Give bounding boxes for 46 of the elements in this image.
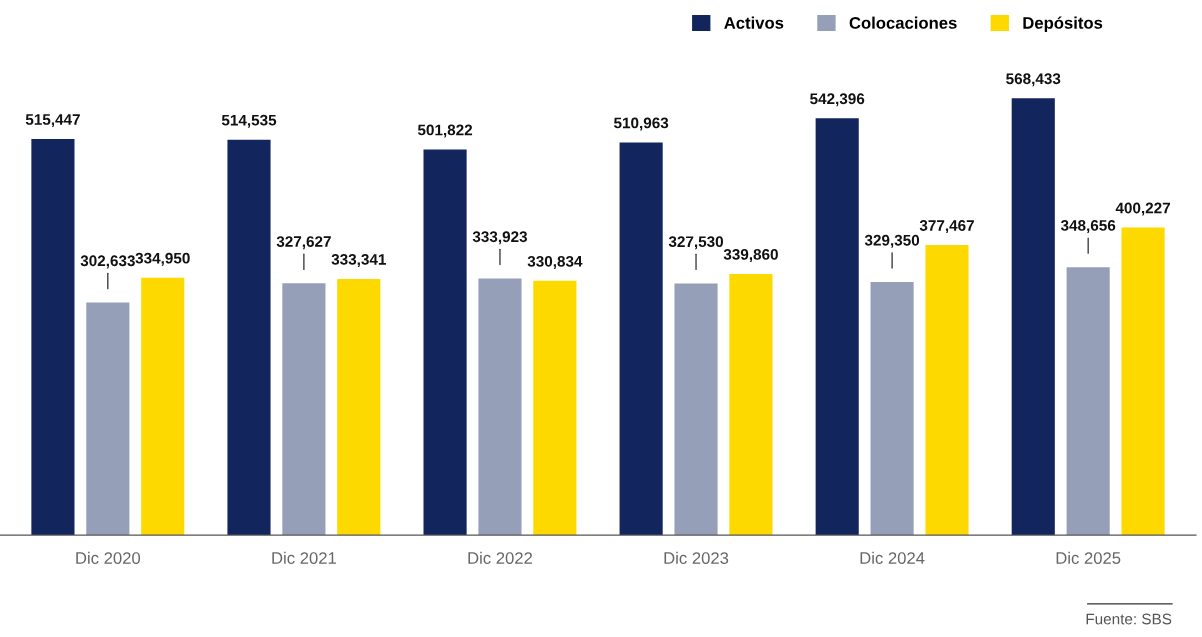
data-label: 514,535	[221, 114, 277, 128]
data-label: 327,627	[276, 236, 331, 250]
bar	[86, 302, 130, 536]
data-label: 515,447	[25, 114, 80, 128]
x-tick-label: Dic 2023	[664, 551, 729, 564]
x-tick-label: Dic 2020	[76, 551, 141, 564]
bar	[674, 283, 718, 536]
data-label: 330,834	[527, 255, 583, 269]
bar	[815, 118, 859, 536]
data-label: 501,822	[417, 124, 473, 138]
data-label: 333,341	[331, 253, 386, 268]
bar	[31, 139, 75, 536]
data-label: 339,860	[723, 248, 778, 263]
bar	[337, 278, 381, 536]
data-label: 333,923	[472, 231, 528, 245]
x-tick-label: Dic 2021	[272, 551, 336, 564]
data-label: 329,350	[864, 234, 920, 248]
bar	[423, 149, 467, 536]
bar	[478, 278, 522, 536]
bar	[1011, 98, 1055, 536]
x-tick-label: Dic 2025	[1056, 551, 1121, 564]
source-note: Fuente: SBS	[1086, 613, 1172, 625]
bar	[141, 277, 185, 536]
x-tick-label: Dic 2022	[468, 551, 533, 564]
data-label: 327,530	[668, 236, 724, 250]
x-tick-label: Dic 2024	[860, 551, 925, 564]
legend-label: Activos	[724, 16, 784, 29]
bar	[925, 245, 969, 536]
data-label: 348,656	[1060, 219, 1116, 234]
bar	[227, 139, 271, 536]
bar	[1066, 267, 1110, 536]
bar	[533, 280, 577, 536]
data-label: 377,467	[919, 220, 974, 234]
data-label: 542,396	[810, 93, 865, 107]
bar	[282, 283, 326, 536]
legend-label: Depósitos	[1023, 16, 1103, 33]
data-label: 302,633	[80, 255, 135, 269]
data-label: 510,963	[613, 117, 669, 131]
bar	[1121, 227, 1165, 536]
bar	[870, 282, 914, 536]
bar	[729, 273, 773, 536]
data-label: 334,950	[135, 252, 190, 266]
data-label: 568,433	[1006, 73, 1061, 87]
data-label: 400,227	[1115, 202, 1170, 216]
bar	[619, 142, 663, 536]
legend-label: Colocaciones	[849, 16, 957, 29]
